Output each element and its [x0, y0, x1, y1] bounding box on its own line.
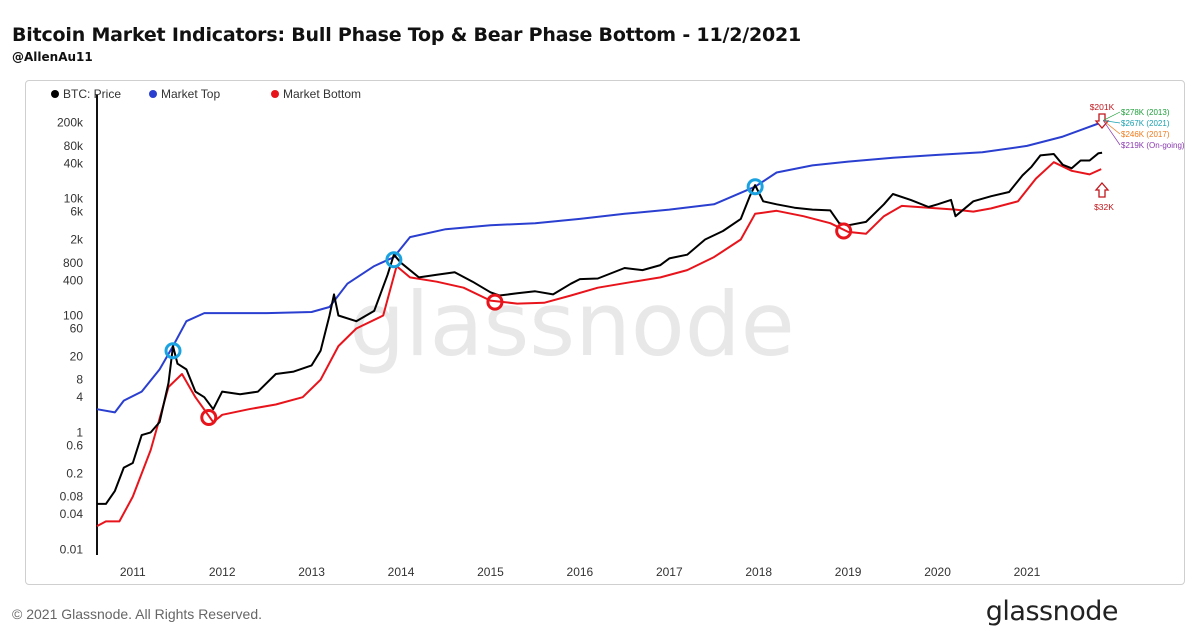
y-tick-label: 400 — [63, 273, 83, 287]
y-tick-label: 4 — [76, 390, 83, 404]
legend-swatch — [51, 90, 59, 98]
y-tick-label: 0.08 — [60, 490, 84, 504]
y-tick-label: 80k — [64, 139, 84, 153]
legend-swatch — [149, 90, 157, 98]
projection-label: $246K (2017) — [1121, 130, 1170, 139]
y-tick-label: 40k — [64, 156, 84, 170]
x-tick-label: 2018 — [745, 565, 772, 579]
market-top-marker — [746, 178, 764, 196]
up-arrow-icon — [1094, 182, 1110, 198]
brand-logo: glassnode — [985, 596, 1119, 627]
copyright: © 2021 Glassnode. All Rights Reserved. — [12, 606, 263, 622]
projection-leader-line — [1103, 111, 1121, 121]
y-tick-label: 20 — [70, 349, 84, 363]
chart-title: Bitcoin Market Indicators: Bull Phase To… — [12, 24, 802, 46]
x-tick-label: 2013 — [298, 565, 325, 579]
legend-swatch — [271, 90, 279, 98]
market-top-marker — [164, 342, 182, 360]
top-projection-label: $201K — [1090, 102, 1115, 112]
y-tick-label: 200k — [57, 116, 84, 130]
y-tick-label: 6k — [70, 205, 84, 219]
y-tick-label: 10k — [64, 192, 84, 206]
projection-leader-line — [1102, 120, 1121, 146]
y-tick-label: 0.04 — [60, 507, 84, 521]
projection-label: $267K (2021) — [1121, 119, 1170, 128]
x-tick-label: 2012 — [209, 565, 236, 579]
projection-leader-line — [1103, 120, 1121, 124]
x-tick-label: 2021 — [1014, 565, 1041, 579]
watermark: glassnode — [349, 273, 795, 376]
cycle-markers — [164, 178, 853, 427]
bottom-projection-label: $32K — [1094, 202, 1114, 212]
chart-panel — [25, 80, 1185, 585]
legend: BTC: Price Market Top Market Bottom — [51, 87, 361, 101]
legend-label: Market Top — [161, 87, 220, 101]
market-bottom-marker — [200, 409, 218, 427]
x-tick-label: 2016 — [567, 565, 594, 579]
x-tick-label: 2011 — [120, 565, 146, 579]
chart-subtitle: @AllenAu11 — [12, 50, 93, 64]
x-tick-label: 2014 — [388, 565, 415, 579]
projection-label: $278K (2013) — [1121, 108, 1170, 117]
annotations: $201K $32K $278K (2013) $267K (2021) $246K (… — [1090, 102, 1185, 212]
down-arrow-icon — [1094, 113, 1110, 129]
x-tick-label: 2020 — [924, 565, 951, 579]
legend-label: Market Bottom — [283, 87, 361, 101]
y-tick-label: 0.01 — [60, 542, 84, 556]
y-tick-label: 60 — [70, 322, 84, 336]
market-top-marker — [385, 251, 403, 269]
market-bottom-marker — [835, 222, 853, 240]
y-tick-label: 800 — [63, 256, 83, 270]
projection-label: $219K (On-going) — [1121, 141, 1185, 150]
x-tick-label: 2015 — [477, 565, 504, 579]
y-tick-label: 1 — [76, 425, 83, 439]
y-tick-label: 0.2 — [66, 466, 83, 480]
x-axis: 2011 2012 2013 2014 2015 2016 2017 2018 2019 2020… — [120, 565, 1041, 579]
y-tick-label: 100 — [63, 309, 83, 323]
projection-leader-line — [1102, 120, 1121, 135]
market-bottom-marker — [486, 293, 504, 311]
legend-label: BTC: Price — [63, 87, 121, 101]
series-line-market-top — [96, 121, 1102, 414]
series-line-btc-price — [97, 151, 1103, 505]
x-tick-label: 2017 — [656, 565, 683, 579]
x-tick-label: 2019 — [835, 565, 862, 579]
y-tick-label: 0.6 — [66, 438, 83, 452]
y-tick-label: 2k — [70, 232, 84, 246]
y-tick-label: 8 — [76, 373, 83, 387]
